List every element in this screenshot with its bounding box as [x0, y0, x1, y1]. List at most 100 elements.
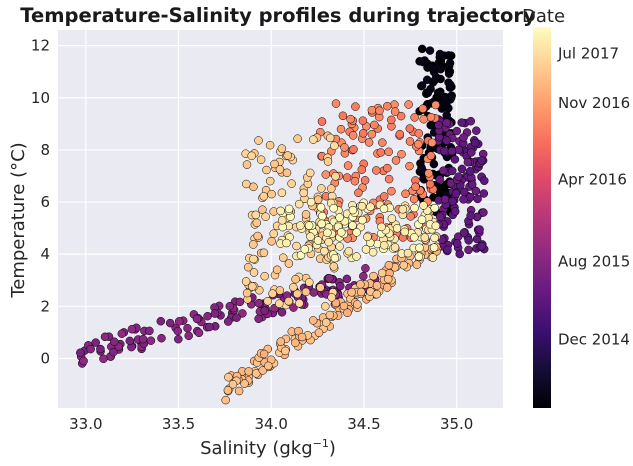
scatter-point: [232, 313, 241, 322]
scatter-point: [372, 289, 382, 299]
scatter-point: [375, 106, 384, 115]
scatter-point: [410, 113, 419, 122]
scatter-point: [382, 283, 392, 292]
scatter-point: [249, 254, 258, 264]
scatter-point: [383, 163, 392, 173]
scatter-point: [331, 172, 340, 181]
scatter-point: [247, 151, 256, 161]
scatter-point: [457, 118, 466, 127]
scatter-point: [258, 205, 267, 214]
colorbar-tick-labels: Dec 2014 Aug 2015 Apr 2016 Nov 2016 Jul 2017: [557, 45, 630, 349]
scatter-point: [414, 140, 423, 149]
scatter-point: [470, 138, 480, 148]
scatter-point: [228, 380, 238, 389]
scatter-point: [387, 115, 396, 125]
scatter-point: [306, 197, 316, 207]
scatter-point: [277, 308, 287, 317]
scatter-point: [466, 211, 475, 220]
scatter-point: [205, 322, 214, 332]
scatter-point: [282, 238, 291, 248]
scatter-point: [249, 268, 259, 277]
scatter-point: [471, 186, 481, 196]
scatter-point: [100, 332, 110, 342]
scatter-point: [473, 194, 482, 204]
scatter-point: [282, 168, 292, 178]
scatter-point: [429, 159, 439, 169]
scatter-point: [435, 49, 445, 59]
scatter-point: [392, 224, 402, 233]
scatter-point: [338, 111, 348, 121]
scatter-point: [377, 268, 387, 278]
scatter-point: [348, 131, 358, 140]
scatter-point: [361, 264, 370, 273]
scatter-point: [253, 231, 262, 241]
scatter-point: [358, 129, 368, 138]
scatter-point: [360, 176, 370, 185]
scatter-point: [337, 228, 346, 237]
x-tick-label: 34.0: [255, 415, 288, 433]
scatter-point: [317, 117, 327, 126]
scatter-point: [387, 186, 396, 196]
scatter-point: [223, 317, 233, 326]
scatter-point: [254, 136, 263, 145]
scatter-point: [242, 179, 251, 189]
scatter-point: [240, 379, 249, 388]
scatter-point: [480, 176, 489, 186]
scatter-point: [79, 356, 88, 366]
scatter-point: [447, 91, 456, 100]
scatter-point: [291, 338, 300, 348]
scatter-point: [359, 271, 368, 281]
scatter-point: [425, 46, 435, 55]
scatter-point: [313, 236, 323, 245]
scatter-point: [379, 204, 389, 214]
y-tick-labels: 0 2 4 6 8 10 12: [31, 37, 50, 368]
scatter-point: [259, 349, 269, 359]
scatter-point: [343, 161, 353, 170]
scatter-point: [447, 146, 457, 156]
scatter-point: [442, 136, 451, 145]
colorbar-tick-label: Jul 2017: [557, 45, 619, 63]
scatter-point: [330, 141, 339, 150]
scatter-point: [99, 354, 108, 364]
scatter-point: [308, 316, 318, 325]
scatter-point: [420, 233, 430, 242]
colorbar: [533, 27, 551, 408]
scatter-point: [368, 247, 378, 257]
scatter-point: [466, 116, 476, 126]
scatter-point: [241, 277, 251, 286]
scatter-point: [293, 134, 302, 143]
chart-title: Temperature-Salinity profiles during tra…: [20, 4, 536, 27]
scatter-point: [314, 328, 324, 337]
scatter-point: [320, 246, 329, 256]
scatter-point: [452, 239, 462, 248]
scatter-point: [414, 129, 424, 138]
scatter-point: [363, 232, 372, 242]
scatter-point: [415, 243, 424, 253]
scatter-point: [405, 124, 415, 133]
scatter-point: [467, 180, 477, 189]
scatter-point: [277, 188, 287, 198]
scatter-point: [367, 105, 377, 115]
scatter-point: [379, 241, 389, 250]
scatter-point: [284, 296, 293, 306]
x-axis-label: Salinity (gkg−1): [200, 437, 336, 459]
scatter-point: [357, 201, 367, 211]
scatter-point: [399, 260, 409, 270]
scatter-point: [439, 102, 449, 111]
y-tick-label: 8: [40, 141, 50, 159]
scatter-point: [390, 243, 400, 252]
scatter-point: [352, 252, 361, 261]
scatter-point: [259, 192, 269, 201]
scatter-point: [442, 111, 451, 120]
scatter-point: [251, 210, 261, 220]
scatter-point: [397, 149, 406, 159]
scatter-point: [396, 111, 406, 121]
scatter-point: [265, 140, 275, 150]
x-tick-labels: 33.0 33.5 34.0 34.5 35.0: [69, 415, 473, 433]
scatter-point: [442, 118, 451, 128]
scatter-point: [459, 133, 468, 142]
scatter-point: [275, 165, 285, 174]
scatter-point: [384, 260, 394, 270]
scatter-point: [260, 271, 269, 281]
scatter-point: [342, 173, 352, 182]
